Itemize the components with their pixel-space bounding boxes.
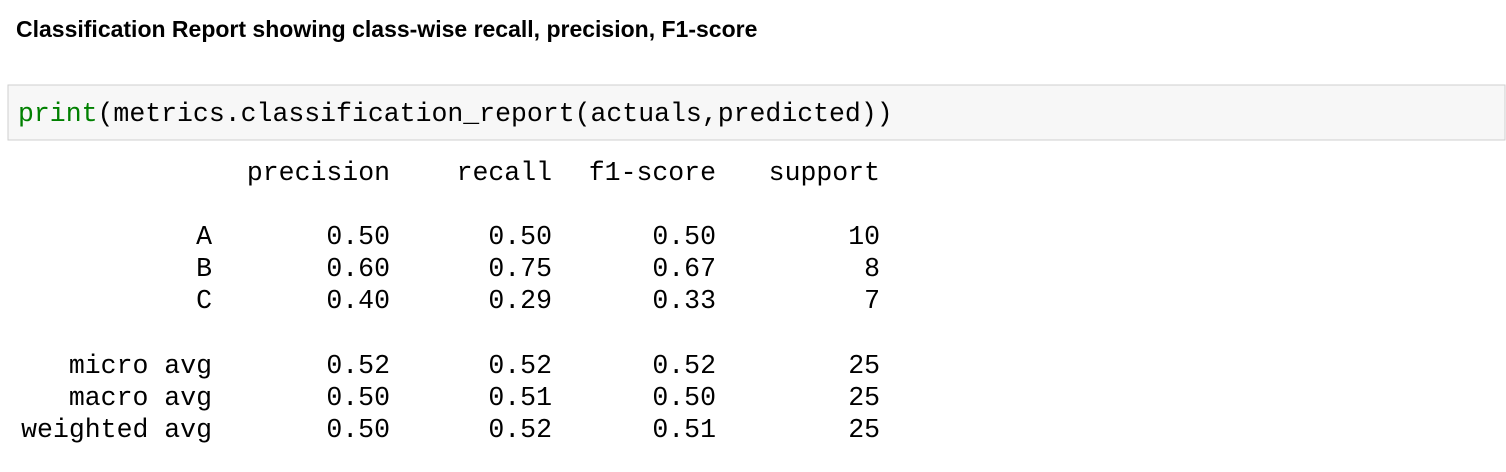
column-header: support: [769, 158, 880, 188]
cell: 0.51: [652, 415, 716, 445]
cell: 0.50: [326, 415, 390, 445]
code-line: print(metrics.classification_report(actu…: [18, 99, 893, 129]
cell: 8: [864, 254, 880, 284]
cell: 0.60: [326, 254, 390, 284]
row-label: micro avg: [69, 351, 212, 381]
cell: 0.50: [326, 383, 390, 413]
row-label: A: [196, 222, 212, 252]
cell: 25: [848, 351, 880, 381]
column-header: precision: [247, 158, 390, 188]
heading: Classification Report showing class-wise…: [16, 16, 757, 42]
cell: 10: [848, 222, 880, 252]
cell: 0.29: [488, 286, 552, 316]
column-header: recall: [457, 158, 552, 188]
cell: 0.52: [326, 351, 390, 381]
cell: 0.50: [488, 222, 552, 252]
cell: 0.51: [488, 383, 552, 413]
cell: 0.52: [652, 351, 716, 381]
column-header: f1-score: [589, 158, 716, 188]
row-label: weighted avg: [21, 415, 212, 445]
row-label: C: [196, 286, 212, 316]
cell: 0.52: [488, 415, 552, 445]
cell: 0.50: [652, 222, 716, 252]
code-keyword: print: [18, 99, 98, 129]
cell: 0.67: [652, 254, 716, 284]
cell: 0.50: [652, 383, 716, 413]
cell: 0.50: [326, 222, 390, 252]
row-label: macro avg: [69, 383, 212, 413]
row-label: B: [196, 254, 212, 284]
cell: 25: [848, 383, 880, 413]
cell: 0.75: [488, 254, 552, 284]
code-rest: (metrics.classification_report(actuals,p…: [98, 99, 893, 129]
code-cell[interactable]: [7, 84, 1506, 141]
cell: 0.33: [652, 286, 716, 316]
cell: 7: [864, 286, 880, 316]
cell: 0.52: [488, 351, 552, 381]
cell: 25: [848, 415, 880, 445]
cell: 0.40: [326, 286, 390, 316]
